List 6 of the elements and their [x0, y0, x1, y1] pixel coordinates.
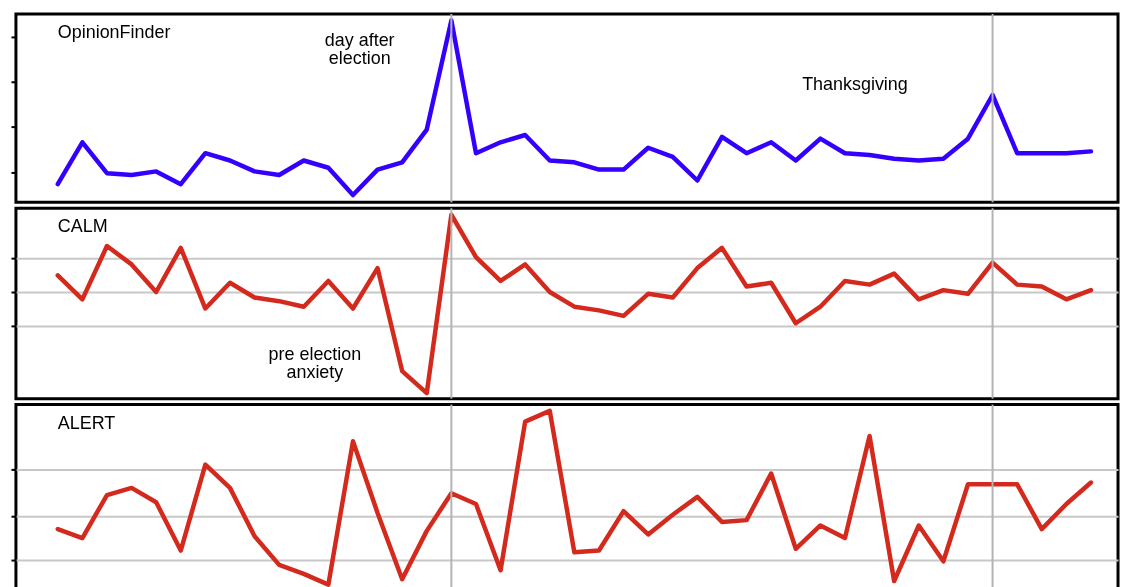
annotation: pre election anxiety [268, 343, 362, 382]
chart-title: OpinionFinder [57, 21, 171, 42]
annotation: Thanksgiving [802, 73, 908, 94]
chart-title: ALERT [57, 412, 116, 433]
annotation: day after election [324, 29, 395, 68]
chart-title: CALM [57, 216, 108, 237]
